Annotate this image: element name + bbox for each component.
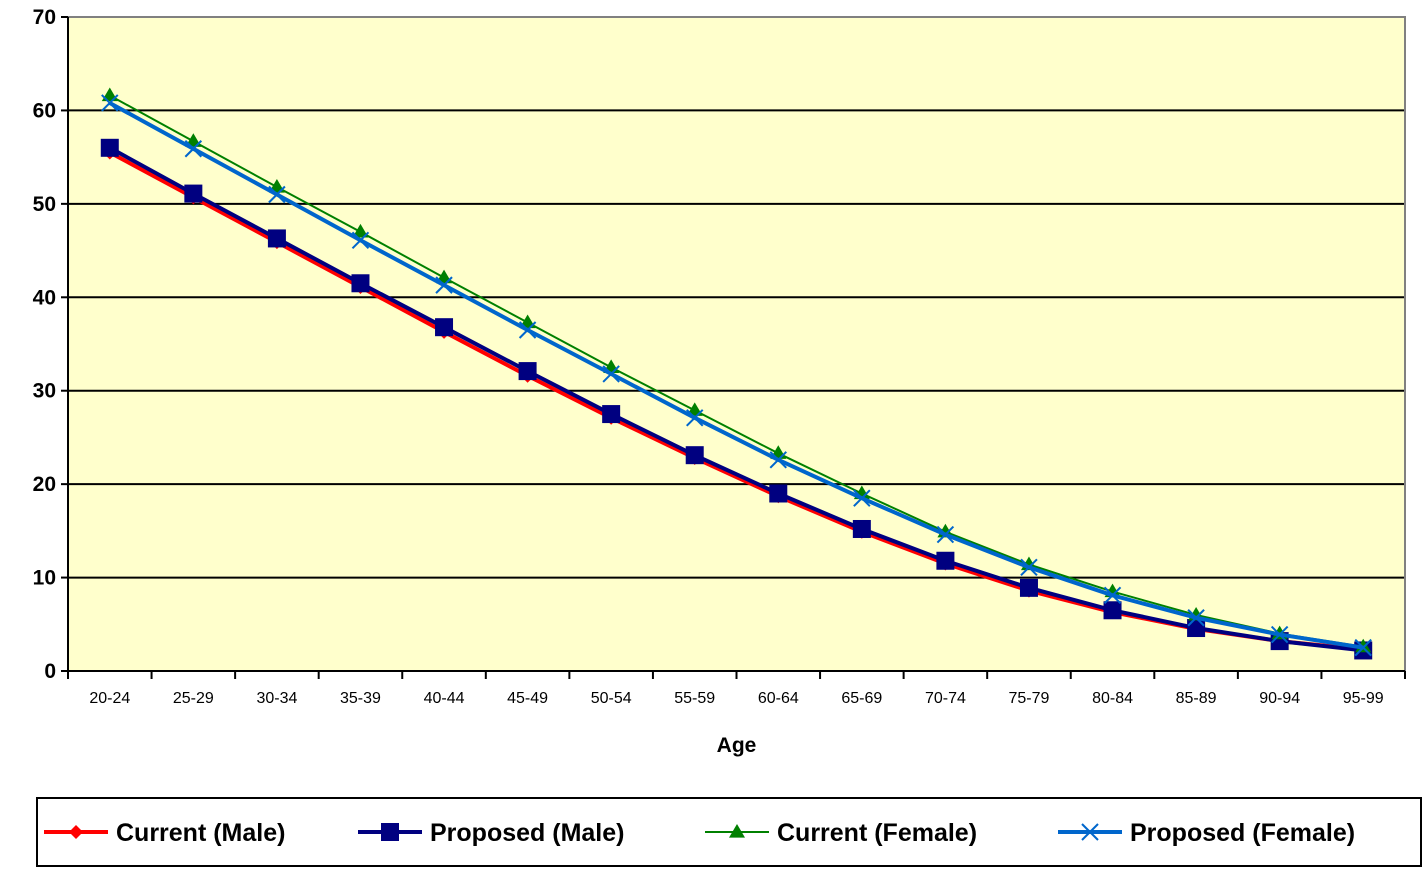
point-proposed-female-80-84-stroke-b [1103,586,1122,605]
point-proposed-female-40-44 [435,276,453,294]
y-tick-label-60: 60 [33,99,56,122]
point-proposed-male-70-74 [936,551,955,570]
x-tick-label-70-74: 70-74 [925,690,966,707]
series-proposed-male [100,138,1373,660]
point-proposed-male-80-84 [1103,601,1122,620]
axes: 0 10 20 30 40 50 60 70 20-24 25-29 30-34 35-39 40-44… [33,6,1406,707]
point-proposed-female-35-39-stroke-b [351,231,370,250]
point-proposed-female-55-59 [686,409,704,427]
legend-marker-proposed-female-stroke-b [1081,823,1099,841]
x-tick-label-85-89: 85-89 [1176,690,1217,707]
y-tick-label-30: 30 [33,380,56,403]
point-proposed-female-30-34-stroke-b [268,185,286,204]
point-proposed-female-70-74 [936,525,955,544]
x-tick-label-35-39: 35-39 [340,690,381,707]
point-proposed-female-95-99-stroke-b [1354,638,1372,657]
x-tick-label-55-59: 55-59 [674,690,715,707]
y-tick-label-50: 50 [33,193,56,216]
x-tick-label-75-79: 75-79 [1009,690,1050,707]
legend-marker-proposed-male [381,823,399,841]
legend-item-proposed-male: Proposed (Male) [358,819,624,847]
x-tick-label-65-69: 65-69 [841,690,882,707]
plot-area [68,17,1405,671]
point-proposed-female-50-54-stroke-b [602,365,620,383]
x-tick-label-40-44: 40-44 [424,690,465,707]
x-tick-label-95-99: 95-99 [1343,690,1384,707]
x-tick-label-45-49: 45-49 [507,690,548,707]
point-proposed-female-75-79 [1020,558,1038,577]
point-proposed-female-55-59-stroke-b [686,409,704,427]
legend-label-current-female: Current (Female) [777,819,977,847]
y-tick-label-0: 0 [44,660,56,683]
point-proposed-female-85-89-stroke-b [1187,609,1205,627]
y-tick-label-70: 70 [33,6,56,29]
point-proposed-female-90-94 [1270,625,1289,644]
point-proposed-male-30-34 [267,229,286,248]
series-proposed-female [101,94,1372,657]
point-proposed-female-75-79-stroke-b [1020,558,1038,577]
y-tick-label-40: 40 [33,286,56,309]
point-proposed-male-65-69 [852,519,871,538]
y-tick-label-20: 20 [33,473,56,496]
x-tick-label-30-34: 30-34 [256,690,297,707]
point-proposed-male-85-89 [1187,619,1206,638]
legend-marker-current-female [729,824,745,838]
legend-label-proposed-female: Proposed (Female) [1130,819,1355,847]
point-proposed-female-35-39 [351,231,370,250]
point-proposed-female-20-24 [101,94,119,112]
point-proposed-male-60-64 [769,484,788,503]
x-tick-label-50-54: 50-54 [591,690,632,707]
point-proposed-female-25-29 [184,140,203,158]
x-axis-title: Age [717,734,757,757]
point-proposed-female-45-49 [518,321,537,339]
point-proposed-male-45-49 [518,362,537,381]
legend-item-proposed-female: Proposed (Female) [1058,819,1355,847]
point-proposed-female-30-34 [268,185,286,204]
point-proposed-female-65-69-stroke-b [853,489,871,507]
point-proposed-female-20-24-stroke-b [101,94,119,112]
point-proposed-male-25-29 [184,184,203,203]
point-proposed-male-50-54 [602,405,621,424]
legend-item-current-male: Current (Male) [44,819,285,847]
point-proposed-female-65-69 [853,489,871,507]
point-proposed-female-70-74-stroke-b [936,525,955,544]
series-lines [100,87,1373,660]
point-proposed-female-45-49-stroke-b [518,321,537,339]
point-proposed-female-85-89 [1187,609,1205,627]
point-proposed-male-75-79 [1019,578,1038,597]
point-proposed-female-60-64-stroke-b [769,451,787,469]
point-proposed-female-50-54 [602,365,620,383]
legend-label-current-male: Current (Male) [116,819,285,847]
x-tick-label-20-24: 20-24 [89,690,130,707]
legend-marker-current-male [69,825,83,839]
point-proposed-female-40-44-stroke-b [435,276,453,294]
point-proposed-female-80-84 [1103,586,1122,605]
point-proposed-male-20-24 [100,138,119,157]
point-proposed-male-55-59 [685,446,704,465]
y-tick-label-10: 10 [33,567,56,590]
x-tick-label-25-29: 25-29 [173,690,214,707]
x-tick-label-80-84: 80-84 [1092,690,1133,707]
legend-item-current-female: Current (Female) [705,819,977,847]
series-line-proposed-male [108,146,1364,653]
series-line-proposed-female [108,101,1364,650]
point-proposed-female-95-99 [1354,638,1372,657]
point-proposed-female-90-94-stroke-b [1270,625,1289,644]
point-proposed-female-60-64 [769,451,787,469]
point-proposed-female-25-29-stroke-b [184,140,203,158]
point-proposed-male-40-44 [435,318,454,337]
point-proposed-male-35-39 [351,274,370,293]
legend-label-proposed-male: Proposed (Male) [430,819,624,847]
x-tick-label-90-94: 90-94 [1259,690,1300,707]
legend: Current (Male) Proposed (Male) Current (Fe… [36,797,1422,867]
point-current-female-35-39 [352,223,369,238]
legend-marker-proposed-female [1081,823,1099,841]
series-line-current-female [109,94,1364,648]
x-tick-label-60-64: 60-64 [758,690,799,707]
